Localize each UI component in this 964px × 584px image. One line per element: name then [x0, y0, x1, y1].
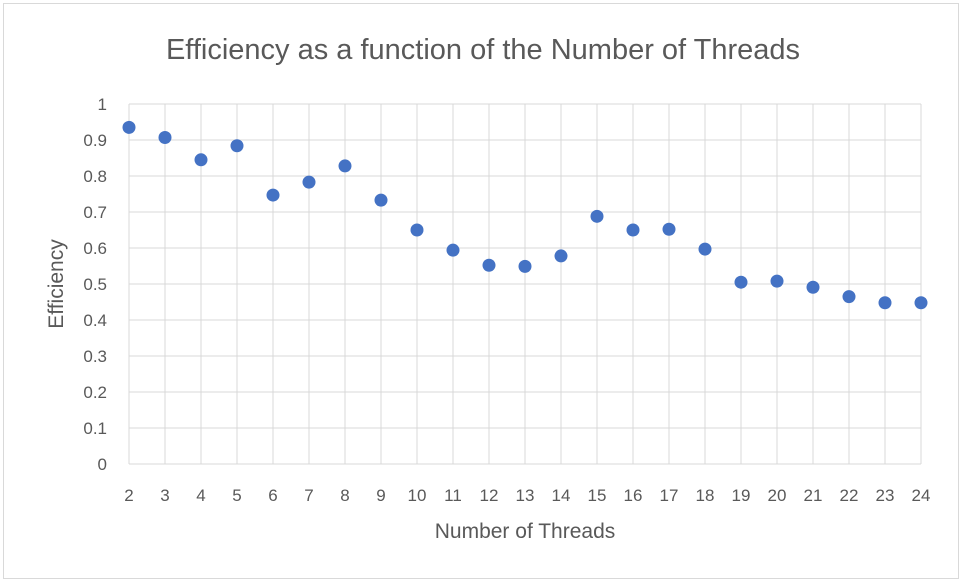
x-tick-label: 5	[232, 486, 241, 505]
x-tick-label: 12	[480, 486, 499, 505]
data-point	[662, 222, 676, 236]
x-tick-label: 7	[304, 486, 313, 505]
data-point	[770, 274, 784, 288]
y-tick-label: 0.1	[83, 419, 107, 438]
y-tick-label: 0.2	[83, 383, 107, 402]
x-tick-label: 15	[588, 486, 607, 505]
y-tick-label: 0.8	[83, 167, 107, 186]
data-point	[446, 243, 460, 257]
data-point	[698, 242, 712, 256]
data-point	[338, 159, 352, 173]
x-tick-label: 8	[340, 486, 349, 505]
x-tick-label: 10	[408, 486, 427, 505]
x-tick-label: 9	[376, 486, 385, 505]
y-tick-label: 0.3	[83, 347, 107, 366]
data-point	[554, 249, 568, 263]
x-tick-label: 4	[196, 486, 205, 505]
data-point	[842, 290, 856, 304]
x-tick-label: 20	[768, 486, 787, 505]
data-point	[734, 275, 748, 289]
x-tick-label: 14	[552, 486, 571, 505]
data-point	[122, 120, 136, 134]
y-tick-label: 0.5	[83, 275, 107, 294]
data-point	[194, 153, 208, 167]
data-point	[158, 130, 172, 144]
y-tick-labels: 0 0.1 0.2 0.3 0.4 0.5 0.6 0.7 0.8 0.9 1	[83, 95, 107, 474]
x-tick-labels: 2 3 4 5 6 7 8 9 10 11 12 13 14 15 16 17 18 19 20 21 22 23 24	[124, 486, 930, 505]
x-tick-label: 16	[624, 486, 643, 505]
y-tick-label: 0.9	[83, 131, 107, 150]
x-tick-label: 22	[840, 486, 859, 505]
data-point	[230, 139, 244, 153]
data-point	[806, 280, 820, 294]
x-tick-label: 13	[516, 486, 535, 505]
data-point	[626, 223, 640, 237]
x-axis-label: Number of Threads	[435, 520, 616, 543]
x-tick-label: 23	[876, 486, 895, 505]
y-axis-label: Efficiency	[45, 239, 68, 329]
y-tick-label: 0.4	[83, 311, 107, 330]
data-point	[482, 258, 496, 272]
data-point	[518, 259, 532, 273]
x-tick-label: 17	[660, 486, 679, 505]
chart-frame	[3, 3, 959, 579]
data-point	[410, 223, 424, 237]
data-point	[590, 209, 604, 223]
data-point	[302, 175, 316, 189]
x-tick-label: 19	[732, 486, 751, 505]
data-point	[266, 188, 280, 202]
x-tick-label: 6	[268, 486, 277, 505]
data-point	[878, 296, 892, 310]
gridlines	[128, 103, 922, 465]
x-tick-label: 3	[160, 486, 169, 505]
x-tick-label: 21	[804, 486, 823, 505]
y-tick-label: 0.7	[83, 203, 107, 222]
y-tick-label: 0.6	[83, 239, 107, 258]
data-point	[374, 193, 388, 207]
y-tick-label: 1	[98, 95, 107, 114]
data-point	[914, 296, 928, 310]
x-tick-label: 24	[912, 486, 931, 505]
x-tick-label: 11	[444, 486, 462, 505]
data-points	[122, 120, 928, 310]
x-tick-label: 2	[124, 486, 133, 505]
y-tick-label: 0	[98, 455, 107, 474]
chart-title: Efficiency as a function of the Number o…	[166, 34, 800, 66]
x-tick-label: 18	[696, 486, 715, 505]
